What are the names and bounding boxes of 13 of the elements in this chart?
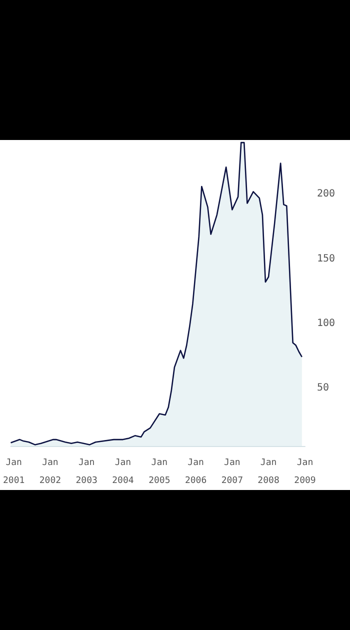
x-tick-label: Jan 2008 xyxy=(258,458,280,486)
x-tick-label: Jan 2005 xyxy=(148,458,170,486)
x-tick-label: Jan 2009 xyxy=(294,458,316,486)
y-tick-label: 150 xyxy=(317,253,336,264)
x-tick-label: Jan 2001 xyxy=(2,458,25,486)
x-tick-label: Jan 2003 xyxy=(76,458,98,486)
x-tick-label: Jan 2007 xyxy=(221,458,244,486)
x-tick-label: Jan 2002 xyxy=(39,458,62,486)
x-tick-label: Jan 2006 xyxy=(184,458,207,486)
y-tick-label: 100 xyxy=(317,318,336,329)
y-tick-label: 200 xyxy=(317,188,336,200)
y-tick-label: 50 xyxy=(317,382,330,394)
x-tick-label: Jan 2004 xyxy=(112,458,134,486)
